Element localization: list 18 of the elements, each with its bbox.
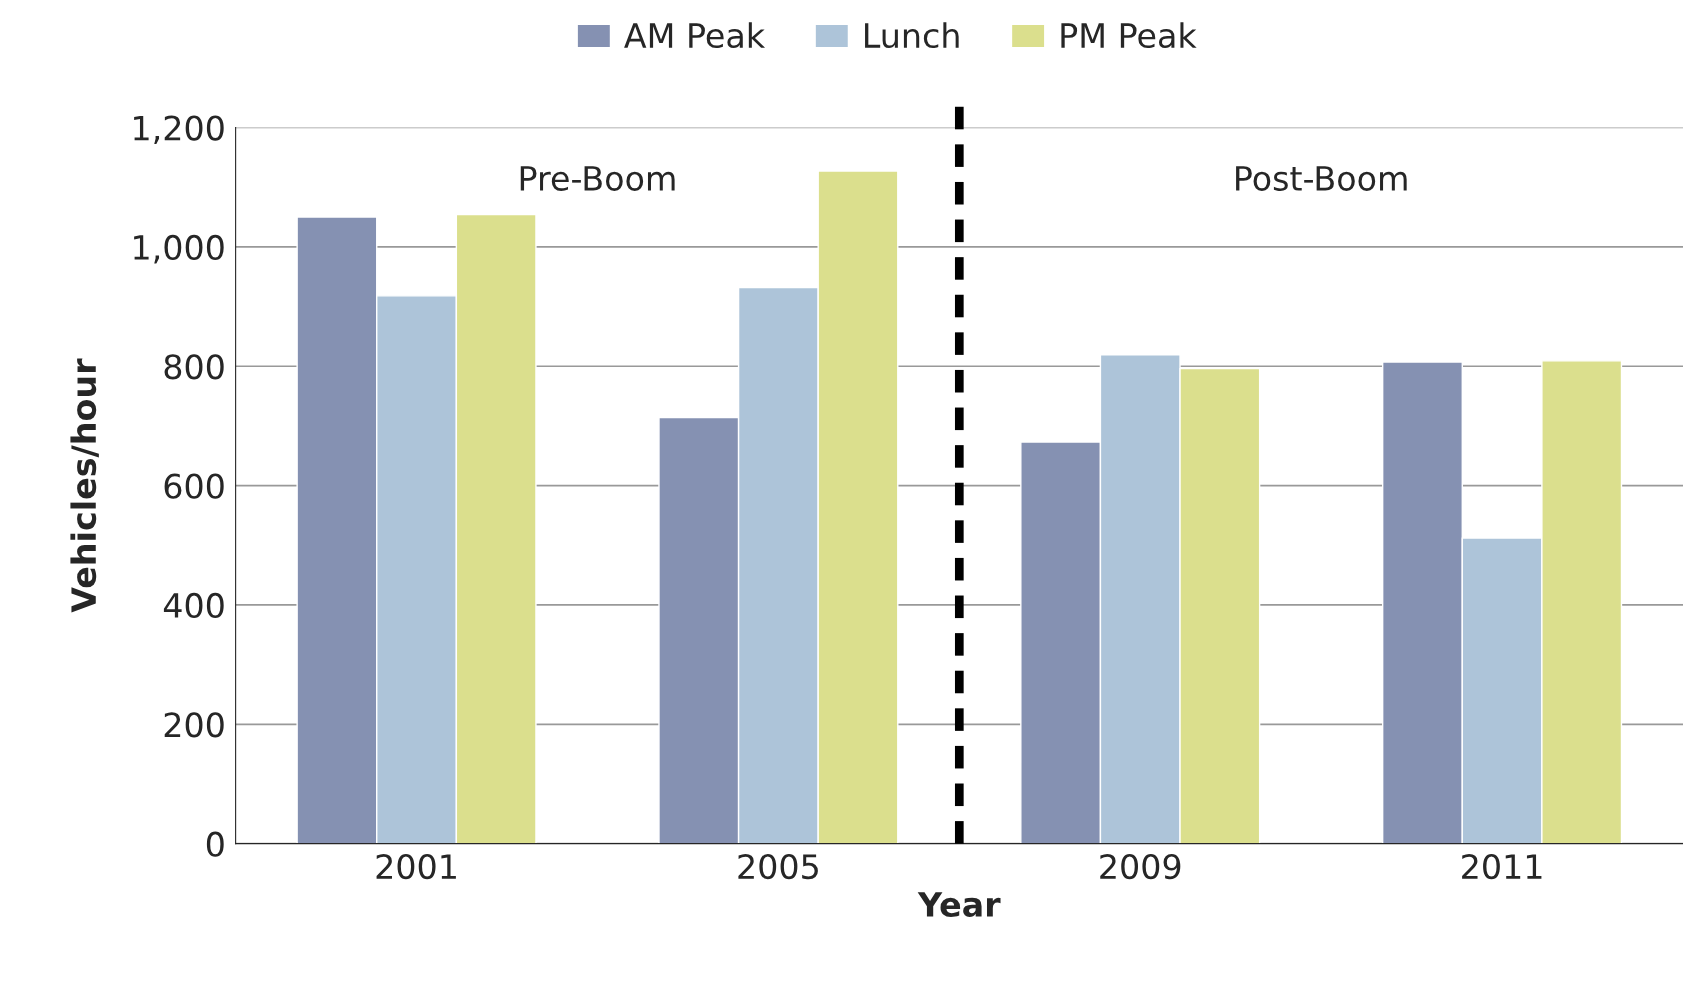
legend-label: Lunch bbox=[865, 22, 959, 49]
annotation: Post-Boom bbox=[1236, 166, 1407, 191]
y-tick-label: 0 bbox=[206, 831, 224, 857]
x-axis-title: Year bbox=[917, 892, 1001, 917]
x-tick-label: 2005 bbox=[738, 853, 818, 880]
y-tick-label: 400 bbox=[163, 592, 224, 619]
legend-label: PM Peak bbox=[1061, 22, 1197, 49]
annotation: Pre-Boom bbox=[520, 166, 675, 191]
x-tick-label: 2011 bbox=[1462, 853, 1542, 880]
legend-label: AM Peak bbox=[624, 22, 766, 49]
y-tick-label: 1,200 bbox=[134, 115, 224, 145]
x-tick-label: 2009 bbox=[1100, 853, 1181, 880]
y-axis-title: Vehicles/hour bbox=[70, 358, 99, 613]
y-tick-label: 200 bbox=[164, 712, 224, 738]
x-tick-label: 2001 bbox=[376, 853, 456, 880]
y-tick-label: 800 bbox=[164, 354, 224, 380]
y-tick-label: 1,000 bbox=[134, 234, 224, 264]
y-tick-label: 600 bbox=[164, 473, 224, 499]
